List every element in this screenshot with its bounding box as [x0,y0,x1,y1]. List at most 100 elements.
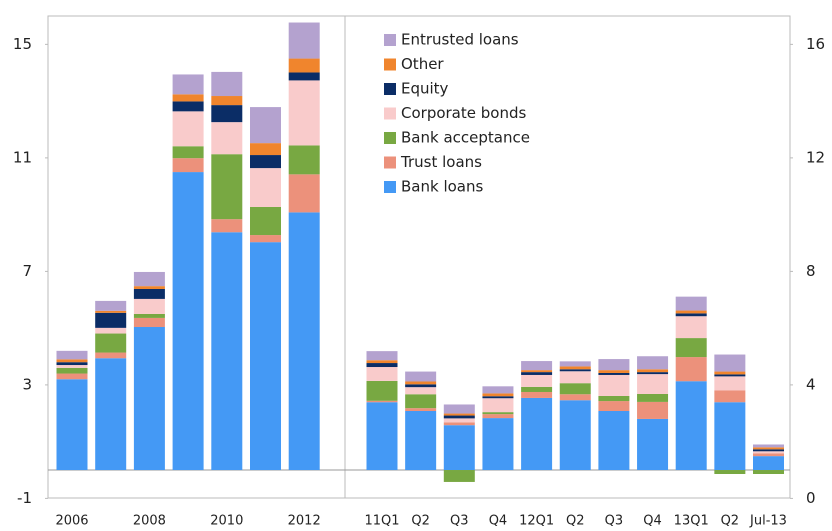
legend-swatch [384,132,396,144]
bar-segment [443,413,475,416]
bar-segment [172,111,204,147]
x-tick-label: Q2 [411,514,430,529]
bar-segment [250,242,281,471]
bar-segment [172,74,204,95]
bar-segment [95,327,127,334]
bar-segment [675,316,707,339]
x-tick-label: 2008 [133,514,166,529]
bar-segment [405,384,437,388]
bar-segment [172,146,204,159]
bar-segment [288,22,320,59]
bar-segment [443,404,475,414]
bar-segment [288,145,320,175]
bar-segment [211,154,243,220]
bar-segment [675,310,707,314]
plot-frame [47,15,791,499]
x-tick-label: Q2 [566,514,585,529]
legend-label: Bank acceptance [401,129,530,147]
bar-segment [366,400,398,403]
y2-tick-label: 16 [806,35,825,53]
bar-segment [521,374,553,387]
bar-segment [250,107,281,144]
y2-tick-label: 8 [806,262,816,280]
bar-segment [211,219,243,233]
bar-segment [56,367,88,374]
bar-segment [598,374,630,396]
bar-segment [598,370,630,373]
bar-segment [714,354,746,372]
bar-segment [250,168,281,207]
y2-tick-label: 4 [806,375,816,393]
bar-segment [211,122,243,155]
bar-segment [482,412,514,415]
bar-segment [405,394,437,409]
bar-segment [675,338,707,358]
bar-segment [521,386,553,392]
bar-segment [56,362,88,366]
bar-segment [482,418,514,471]
bar-segment [172,94,204,102]
bar-segment [443,470,475,482]
bar-segment [753,456,784,471]
bar-segment [714,402,746,471]
bar-segment [405,408,437,412]
bar-segment [366,367,398,381]
bar-segment [133,298,165,314]
bar-segment [56,373,88,380]
bar-segment [56,359,88,363]
bar-segment [482,414,514,419]
bar-segment [443,422,475,426]
bar-segment [559,369,591,372]
bar-segment [521,391,553,398]
bar-segment [637,418,669,471]
bar-segment [482,386,514,394]
bar-segment [366,360,398,364]
bar-segment [250,235,281,243]
bar-segment [714,390,746,403]
bar-segment [366,351,398,361]
bar-segment [714,371,746,375]
bar-segment [288,72,320,81]
bar-segment [675,296,707,311]
bar-segment [637,372,669,375]
bar-segment [753,451,784,454]
bar-segment [56,365,88,368]
x-tick-label: 11Q1 [364,514,399,529]
x-tick-label: 2010 [210,514,243,529]
y2-tick-label: 0 [806,489,816,507]
legend-label: Bank loans [401,178,483,196]
x-tick-label: Jul-13 [749,514,787,529]
y-tick-label: 11 [13,148,32,166]
bar-segment [133,313,165,318]
bar-segment [366,363,398,368]
legend-swatch [384,58,396,71]
legend-swatch [384,181,396,193]
bar-segment [95,310,127,313]
bar-segment [288,58,320,73]
x-tick-label: Q2 [721,514,740,529]
bar-segment [133,288,165,299]
x-tick-label: 12Q1 [519,514,554,529]
legend-swatch [384,83,396,95]
bar-segment [250,155,281,169]
bar-segment [56,350,88,360]
bar-segment [482,398,514,413]
bar-segment [753,470,784,474]
bar-segment [443,415,475,419]
bar-segment [95,300,127,311]
bar-segment [637,401,669,419]
bar-segment [559,400,591,471]
bar-segment [443,418,475,423]
bar-segment [366,380,398,401]
bar-segment [288,80,320,146]
bar-segment [675,357,707,382]
bar-segment [133,317,165,328]
x-tick-label: Q3 [450,514,469,529]
bar-segment [714,470,746,474]
bar-segment [405,381,437,385]
bar-segment [482,396,514,399]
bar-segment [250,206,281,236]
legend-label: Entrusted loans [401,31,519,49]
bar-segment [675,313,707,317]
